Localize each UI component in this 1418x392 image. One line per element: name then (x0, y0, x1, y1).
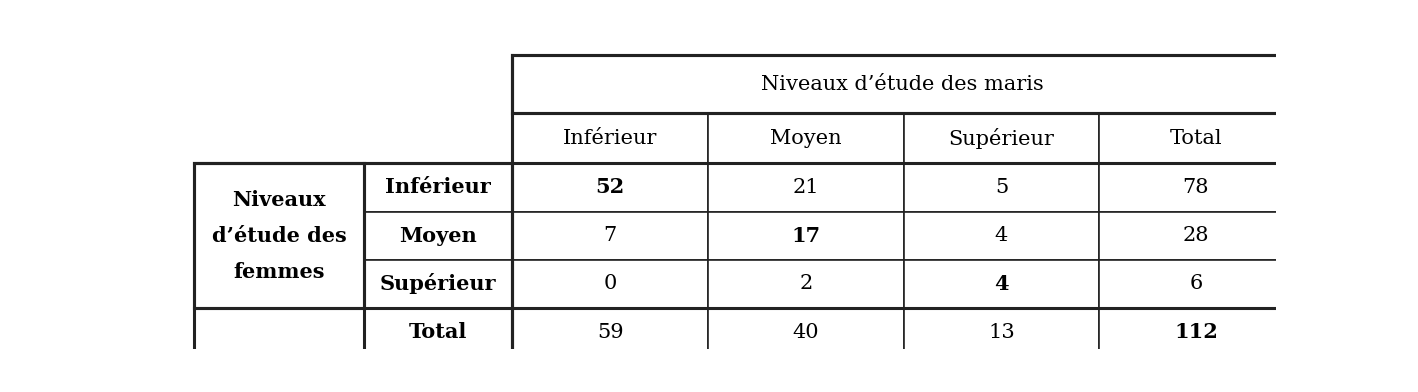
Bar (512, 212, 708, 260)
Bar (903, 308, 1099, 356)
Text: 4: 4 (994, 274, 1008, 294)
Text: 112: 112 (1174, 322, 1218, 342)
Bar (708, 163, 903, 212)
Text: 6: 6 (1190, 274, 1202, 294)
Bar (364, 308, 512, 356)
Bar (194, 163, 512, 356)
Text: 13: 13 (988, 323, 1015, 342)
Bar (364, 113, 512, 163)
Text: Moyen: Moyen (400, 226, 476, 246)
Text: 59: 59 (597, 323, 624, 342)
Text: 2: 2 (800, 274, 813, 294)
Bar (1099, 260, 1293, 308)
Bar (364, 260, 512, 308)
Text: 78: 78 (1183, 178, 1210, 197)
Text: Total: Total (1170, 129, 1222, 148)
Text: Niveaux d’étude des maris: Niveaux d’étude des maris (761, 74, 1044, 94)
Bar (512, 308, 708, 356)
Bar (194, 113, 364, 163)
Text: Supérieur: Supérieur (949, 128, 1055, 149)
Bar (708, 308, 903, 356)
Text: 0: 0 (604, 274, 617, 294)
Bar (364, 54, 512, 113)
Bar (1099, 212, 1293, 260)
Text: Inférieur: Inférieur (563, 129, 658, 148)
Text: 17: 17 (791, 226, 821, 246)
Text: 40: 40 (793, 323, 820, 342)
Bar (708, 212, 903, 260)
Bar (903, 212, 1099, 260)
Text: Total: Total (408, 322, 468, 342)
Text: Inférieur: Inférieur (386, 178, 491, 198)
Bar (903, 113, 1099, 163)
Text: Niveaux
d’étude des
femmes: Niveaux d’étude des femmes (211, 190, 346, 282)
Text: 28: 28 (1183, 226, 1210, 245)
Text: 7: 7 (604, 226, 617, 245)
Bar (903, 163, 1099, 212)
Bar (364, 212, 512, 260)
Bar (194, 54, 364, 113)
Text: Moyen: Moyen (770, 129, 842, 148)
Bar (194, 163, 364, 308)
Bar (512, 54, 1293, 356)
Bar (512, 163, 708, 212)
Bar (708, 113, 903, 163)
Text: 21: 21 (793, 178, 820, 197)
Bar (512, 113, 708, 163)
Bar (512, 260, 708, 308)
Bar (1099, 163, 1293, 212)
Text: Supérieur: Supérieur (380, 274, 496, 294)
Bar (1099, 113, 1293, 163)
Text: 4: 4 (995, 226, 1008, 245)
Bar (364, 163, 512, 212)
Text: 52: 52 (596, 178, 625, 198)
Bar (903, 260, 1099, 308)
Bar (1099, 308, 1293, 356)
Bar (512, 54, 1293, 113)
Bar (708, 260, 903, 308)
Text: 5: 5 (995, 178, 1008, 197)
